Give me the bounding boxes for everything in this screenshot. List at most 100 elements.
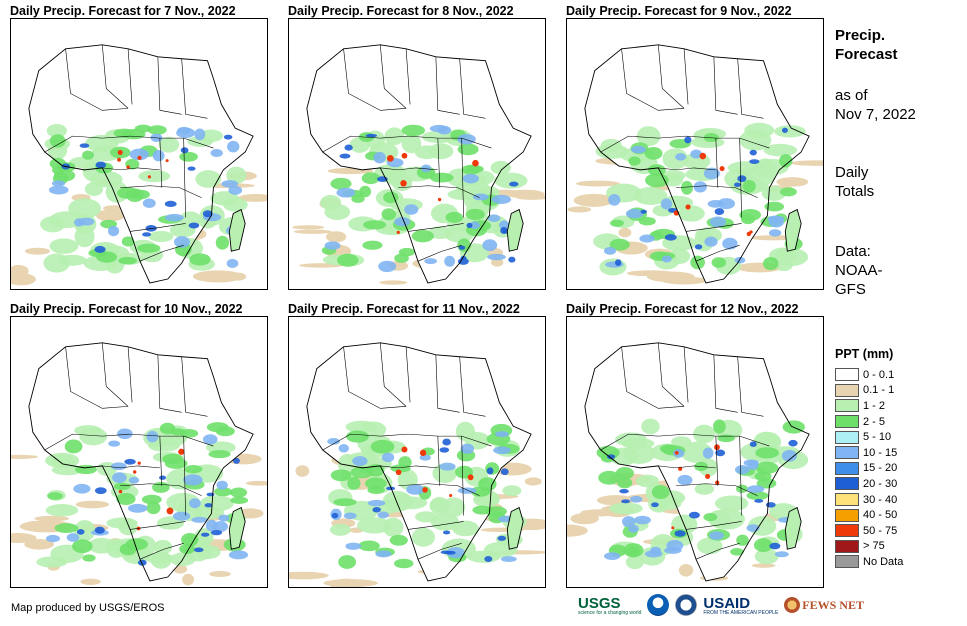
- rain-cell: [487, 214, 501, 223]
- rain-cell: [457, 143, 479, 156]
- rain-cell: [343, 512, 357, 520]
- rain-cell: [509, 181, 519, 187]
- usgs-tagline: science for a changing world: [578, 609, 642, 616]
- dry-patch: [573, 193, 615, 207]
- usaid-logo-text: USAID: [703, 594, 751, 612]
- rain-cell: [164, 458, 188, 469]
- precip-map: [10, 316, 268, 588]
- rain-cell: [754, 548, 779, 565]
- country-border: [139, 245, 184, 262]
- country-border: [683, 48, 689, 105]
- country-border: [343, 48, 407, 111]
- rain-cell: [85, 134, 119, 152]
- legend-item: 15 - 20: [835, 461, 903, 477]
- legend-item: 30 - 40: [835, 492, 903, 508]
- rain-cell: [763, 143, 798, 157]
- rain-cell: [429, 124, 449, 133]
- country-border: [120, 483, 202, 496]
- rain-cell: [406, 484, 425, 495]
- rain-cell: [202, 434, 218, 445]
- rain-cell: [604, 552, 621, 561]
- usgs-logo-text: USGS: [578, 594, 621, 612]
- rain-cell: [739, 129, 772, 151]
- rain-cell: [365, 477, 387, 490]
- rain-cell: [94, 526, 105, 534]
- rain-cell: [74, 425, 102, 436]
- legend-item: 20 - 30: [835, 476, 903, 492]
- legend-rows: 0 - 0.1 0.1 - 1 1 - 2 2 - 5 5 - 10 10 - 15 15 …: [835, 367, 903, 570]
- country-border: [65, 346, 129, 409]
- rain-cell: [347, 476, 361, 490]
- rain-cell: [659, 444, 678, 454]
- country-border: [44, 135, 131, 153]
- rain-cell: [226, 258, 239, 268]
- rain-cell: [370, 439, 395, 454]
- heavy-rain-cell: [400, 180, 407, 187]
- country-border: [459, 356, 486, 417]
- rain-cell: [78, 217, 95, 226]
- rain-cell: [327, 437, 340, 445]
- country-border: [713, 354, 738, 413]
- rain-cell: [330, 177, 352, 190]
- madagascar: [506, 208, 524, 252]
- rain-cell: [445, 550, 456, 555]
- rain-cell: [226, 166, 247, 184]
- rain-cell: [753, 431, 779, 452]
- country-border: [139, 543, 184, 560]
- rain-cell: [324, 203, 351, 220]
- rain-cell: [152, 481, 170, 493]
- country-border: [437, 138, 441, 188]
- rain-cell: [181, 533, 199, 547]
- rain-cell: [176, 127, 196, 139]
- usda-emblem-icon: [675, 594, 698, 616]
- rain-cell: [736, 534, 749, 546]
- rain-cell: [373, 151, 386, 164]
- dry-patch: [293, 229, 332, 234]
- rain-cell: [715, 495, 749, 512]
- heavy-rain-cell: [166, 507, 174, 515]
- legend-label: 1 - 2: [863, 399, 886, 412]
- heavy-rain-cell: [137, 461, 141, 465]
- forecast-panel-nov-7: Daily Precip. Forecast for 7 Nov., 2022: [10, 4, 268, 292]
- rain-cell: [116, 493, 136, 505]
- rain-cell: [148, 230, 174, 242]
- country-border: [398, 483, 480, 496]
- rain-cell: [749, 159, 760, 164]
- legend-swatch: [835, 415, 859, 429]
- heavy-rain-cell: [118, 489, 123, 494]
- country-border: [408, 433, 492, 447]
- legend-label: 0 - 0.1: [863, 368, 895, 381]
- rain-cell: [609, 502, 643, 515]
- precip-map: [288, 316, 546, 588]
- rain-cell: [336, 187, 356, 198]
- rain-cell: [439, 462, 456, 471]
- coastline: [306, 44, 532, 284]
- legend-label: 0.1 - 1: [863, 384, 895, 397]
- heavy-rain-cell: [699, 152, 707, 160]
- country-border: [683, 346, 689, 403]
- country-border: [157, 56, 182, 115]
- rain-cell: [159, 422, 176, 435]
- rain-cell: [765, 502, 776, 508]
- rain-cell: [129, 148, 149, 161]
- rain-cell: [677, 205, 705, 222]
- rain-cell: [188, 222, 200, 229]
- rain-cell: [466, 550, 501, 563]
- rain-cell: [381, 452, 395, 463]
- country-border: [127, 48, 133, 105]
- africa-map: [292, 44, 545, 285]
- rain-cell: [500, 227, 508, 234]
- heavy-rain-cell: [401, 152, 408, 159]
- rain-cell: [137, 243, 161, 253]
- country-border: [621, 48, 685, 111]
- rain-cell: [684, 136, 692, 144]
- rain-cell: [461, 164, 481, 175]
- as-of-label: as of: [835, 87, 868, 104]
- coastline: [28, 342, 254, 582]
- rain-cell: [424, 258, 438, 265]
- rain-cell: [208, 450, 231, 459]
- rain-cell: [215, 235, 230, 250]
- rain-cell: [367, 485, 385, 495]
- rain-cell: [607, 454, 616, 460]
- legend-label: No Data: [863, 555, 904, 568]
